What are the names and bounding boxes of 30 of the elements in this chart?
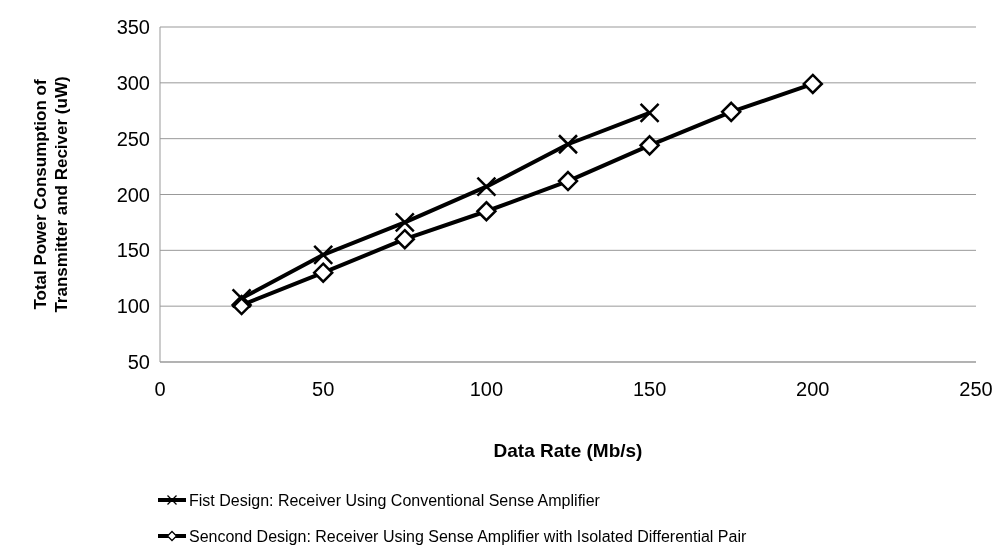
y-tick-label: 200 [116,183,150,206]
legend-label: Sencond Design: Receiver Using Sense Amplifier with Isolated Differential Pair [189,527,747,545]
point [639,135,660,156]
point [557,134,579,155]
x-axis-title: Data Rate (Mb/s) [493,440,643,461]
x-tick-label: 200 [796,378,830,400]
x-tick-label: 50 [312,378,335,400]
y-tick-label: 50 [127,351,150,373]
y-tick-label: 100 [116,295,150,318]
point [231,288,252,309]
x-tick-label: 100 [469,378,504,400]
point [557,170,579,192]
point [476,201,497,222]
y-tick-label: 250 [116,127,150,150]
x-tick-label: 150 [632,378,667,400]
y-axis-title: Total Power Consumption of Transmitter and Reciver (uW) [31,76,71,313]
point [312,244,334,266]
point [802,73,824,95]
x-tick-label: 0 [154,378,166,400]
point [639,102,660,124]
y-tick-label: 150 [116,239,150,262]
legend-label: Fist Design: Receiver Using Conventional Sense Amplifier [189,491,601,509]
point [394,228,416,250]
point [312,262,334,283]
point [720,101,742,123]
y-tick-label: 300 [116,71,150,94]
point [476,176,497,197]
x-tick-label: 250 [959,378,993,400]
y-tick-label: 350 [116,16,150,38]
point [394,212,416,233]
